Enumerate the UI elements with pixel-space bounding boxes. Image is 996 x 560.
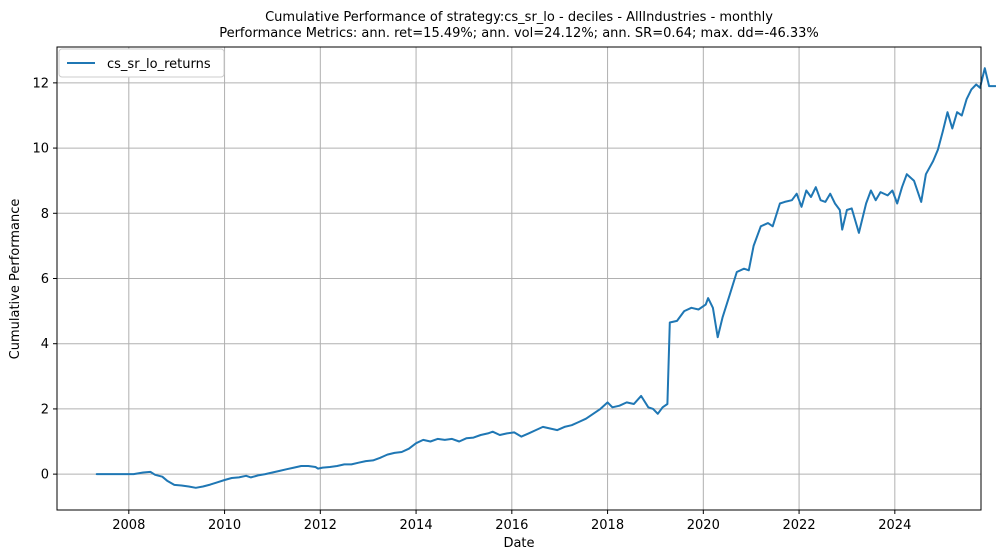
series-layer <box>95 67 996 489</box>
grid <box>57 47 981 510</box>
series-line <box>95 67 996 489</box>
x-tick-label: 2018 <box>591 518 624 533</box>
x-tick-label: 2008 <box>112 518 145 533</box>
y-tick-label: 2 <box>41 402 49 417</box>
legend: cs_sr_lo_returns <box>58 48 225 78</box>
x-axis-label: Date <box>503 536 534 551</box>
y-tick-label: 6 <box>41 272 49 287</box>
chart-subtitle: Performance Metrics: ann. ret=15.49%; an… <box>219 26 819 41</box>
legend-box <box>58 48 225 78</box>
y-tick-label: 4 <box>41 337 49 352</box>
ticks: 2008 2010 2012 2014 2016 2018 2020 2022 2024 0 2 4 6… <box>32 76 911 533</box>
y-tick-label: 10 <box>32 142 49 157</box>
x-tick-label: 2022 <box>783 518 816 533</box>
x-tick-label: 2016 <box>495 518 528 533</box>
x-tick-label: 2010 <box>208 518 241 533</box>
y-tick-label: 12 <box>32 76 49 91</box>
legend-label: cs_sr_lo_returns <box>107 57 211 72</box>
x-tick-label: 2014 <box>400 518 433 533</box>
chart-title: Cumulative Performance of strategy:cs_sr… <box>265 10 773 25</box>
x-tick-label: 2024 <box>878 518 911 533</box>
y-axis-label: Cumulative Performance <box>8 199 23 360</box>
y-tick-label: 0 <box>41 468 49 483</box>
x-tick-label: 2012 <box>304 518 337 533</box>
y-tick-label: 8 <box>41 207 49 222</box>
x-tick-label: 2020 <box>687 518 720 533</box>
